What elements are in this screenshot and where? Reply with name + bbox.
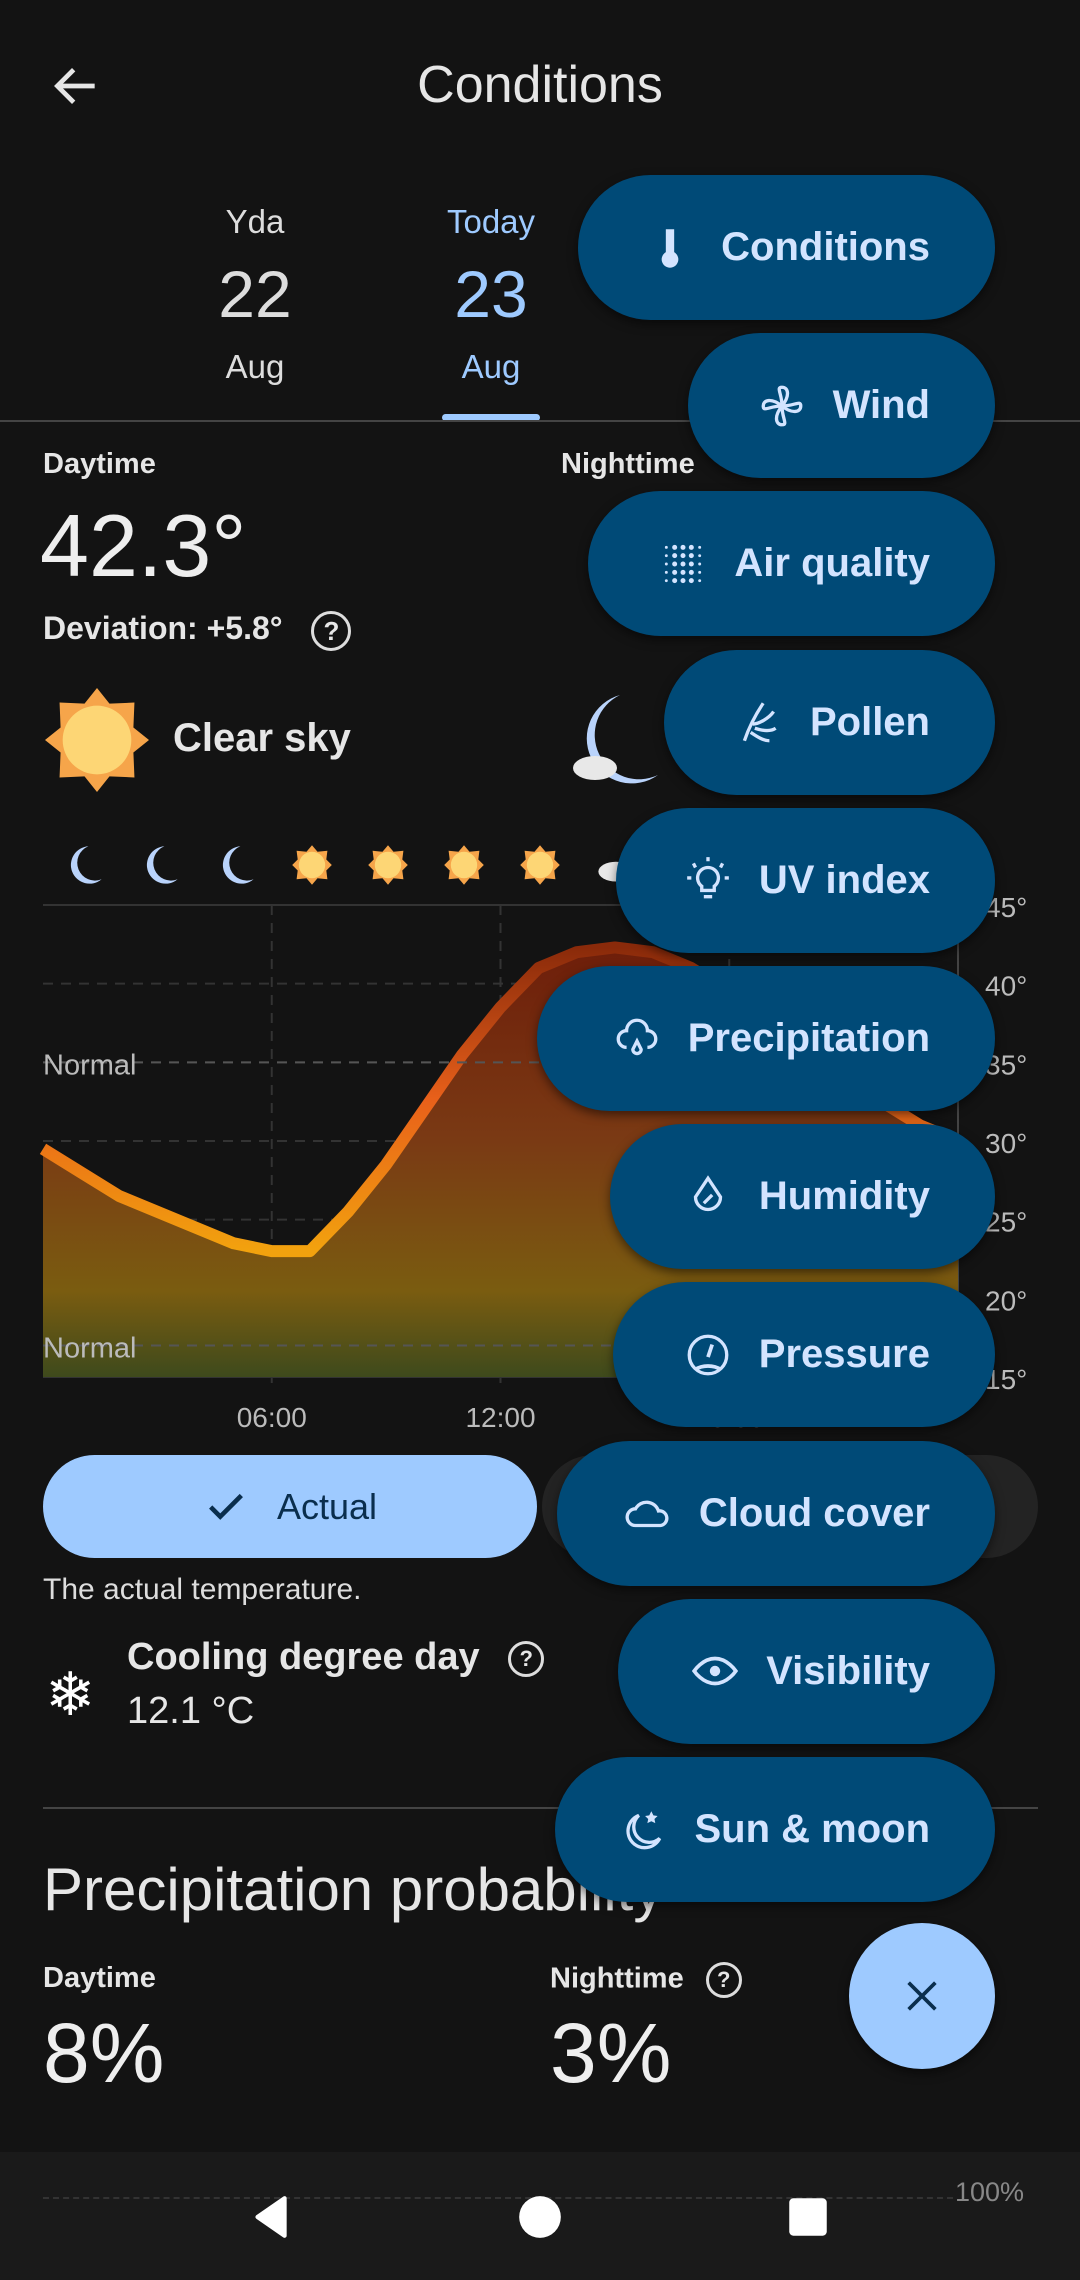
actual-toggle-button[interactable]: Actual [43, 1455, 537, 1558]
day-month: Aug [461, 348, 521, 385]
pollen-icon [742, 702, 777, 743]
sun-icon [292, 845, 332, 885]
cooling-value: 12.1 °C [127, 1690, 255, 1732]
nighttime-label: Nighttime [561, 448, 695, 480]
nav-home-icon[interactable] [515, 2192, 565, 2242]
day-number: 22 [218, 257, 292, 331]
menu-item-conditions[interactable]: Conditions [578, 175, 995, 320]
gauge-icon [687, 1334, 729, 1376]
y-tick-label: 30° [985, 1128, 1027, 1159]
description-text: The actual temperature. [43, 1573, 362, 1606]
menu-item-air-quality[interactable]: Air quality [588, 491, 995, 637]
menu-item-precipitation[interactable]: Precipitation [537, 966, 995, 1111]
nav-recents-icon[interactable] [783, 2192, 833, 2242]
actual-label: Actual [276, 1485, 378, 1527]
day-label: Yda [225, 203, 285, 240]
normal-low-label: Normal [43, 1333, 136, 1365]
menu-item-visibility[interactable]: Visibility [618, 1598, 995, 1744]
section-divider [43, 1807, 1038, 1809]
sun-icon [45, 688, 149, 792]
precip-title: Precipitation probability [43, 1856, 664, 1923]
menu-item-wind[interactable]: Wind [688, 333, 995, 479]
x-tick-label: 06:00 [237, 1402, 307, 1433]
precip-night-label: Nighttime [550, 1962, 684, 1995]
nav-back-icon[interactable] [245, 2192, 295, 2242]
rain-cloud-icon [616, 1018, 658, 1055]
bulb-icon [687, 857, 729, 899]
selected-tab-indicator [442, 414, 540, 421]
moon-icon [146, 846, 178, 884]
menu-item-label: Air quality [734, 541, 930, 586]
day-tab-yesterday[interactable]: Yda 22 Aug [175, 192, 335, 397]
menu-item-label: UV index [758, 857, 930, 902]
sun-icon [444, 845, 484, 885]
moon-cloud-icon [573, 695, 658, 784]
daytime-temperature: 42.3° [40, 496, 247, 595]
menu-item-pollen[interactable]: Pollen [664, 649, 995, 795]
moon-icon [222, 846, 254, 884]
menu-item-label: Humidity [758, 1174, 930, 1219]
day-label: Today [446, 203, 536, 240]
menu-item-uv-index[interactable]: UV index [616, 807, 995, 953]
menu-item-humidity[interactable]: Humidity [610, 1124, 995, 1270]
help-icon[interactable]: ? [508, 1640, 545, 1677]
menu-item-label: Wind [832, 383, 930, 428]
thermometer-icon [661, 228, 679, 268]
menu-item-sun-moon[interactable]: Sun & moon [555, 1757, 995, 1902]
daytime-label: Daytime [43, 448, 156, 480]
bottom-chart-label: 100% [955, 2177, 1025, 2207]
menu-item-label: Sun & moon [694, 1807, 930, 1851]
precip-day-value: 8% [43, 2006, 165, 2100]
menu-item-label: Visibility [766, 1648, 930, 1693]
menu-item-label: Pressure [758, 1332, 930, 1377]
back-arrow-icon[interactable] [48, 58, 104, 114]
close-menu-button[interactable] [849, 1923, 995, 2069]
humidity-icon [693, 1174, 723, 1211]
precip-day-label: Daytime [43, 1962, 156, 1994]
dots-icon [665, 544, 702, 584]
menu-item-label: Cloud cover [698, 1490, 930, 1535]
menu-item-cloud-cover[interactable]: Cloud cover [557, 1440, 995, 1586]
moon-icon [70, 846, 102, 884]
cloud-icon [625, 1500, 669, 1528]
close-icon [907, 1981, 937, 2011]
precip-night-value: 3% [550, 2006, 672, 2100]
tabs-divider [0, 420, 1080, 422]
fan-icon [761, 385, 803, 427]
day-number: 23 [454, 257, 528, 331]
check-icon [209, 1493, 243, 1520]
normal-high-label: Normal [43, 1049, 136, 1081]
menu-item-label: Conditions [721, 225, 930, 269]
navigation-bar: 100% [0, 2152, 1080, 2280]
y-tick-label: 20° [985, 1285, 1027, 1316]
menu-item-label: Precipitation [687, 1016, 930, 1060]
eye-icon [692, 1656, 739, 1686]
condition-text: Clear sky [173, 716, 351, 760]
snowflake-icon: ❄ [45, 1661, 96, 1728]
help-icon[interactable]: ? [311, 610, 352, 651]
deviation-text: Deviation: +5.8° [43, 610, 283, 646]
day-month: Aug [225, 348, 285, 385]
y-tick-label: 40° [985, 971, 1027, 1002]
menu-item-pressure[interactable]: Pressure [613, 1282, 995, 1428]
x-tick-label: 12:00 [465, 1402, 535, 1433]
help-icon[interactable]: ? [705, 1962, 742, 1998]
sun-icon [520, 845, 560, 885]
sun-icon [368, 845, 408, 885]
day-tab-today[interactable]: Today 23 Aug [411, 192, 571, 397]
page-title: Conditions [417, 56, 663, 114]
menu-item-label: Pollen [809, 699, 930, 744]
cooling-title: Cooling degree day [127, 1636, 480, 1678]
moon-stars-icon [626, 1810, 662, 1849]
